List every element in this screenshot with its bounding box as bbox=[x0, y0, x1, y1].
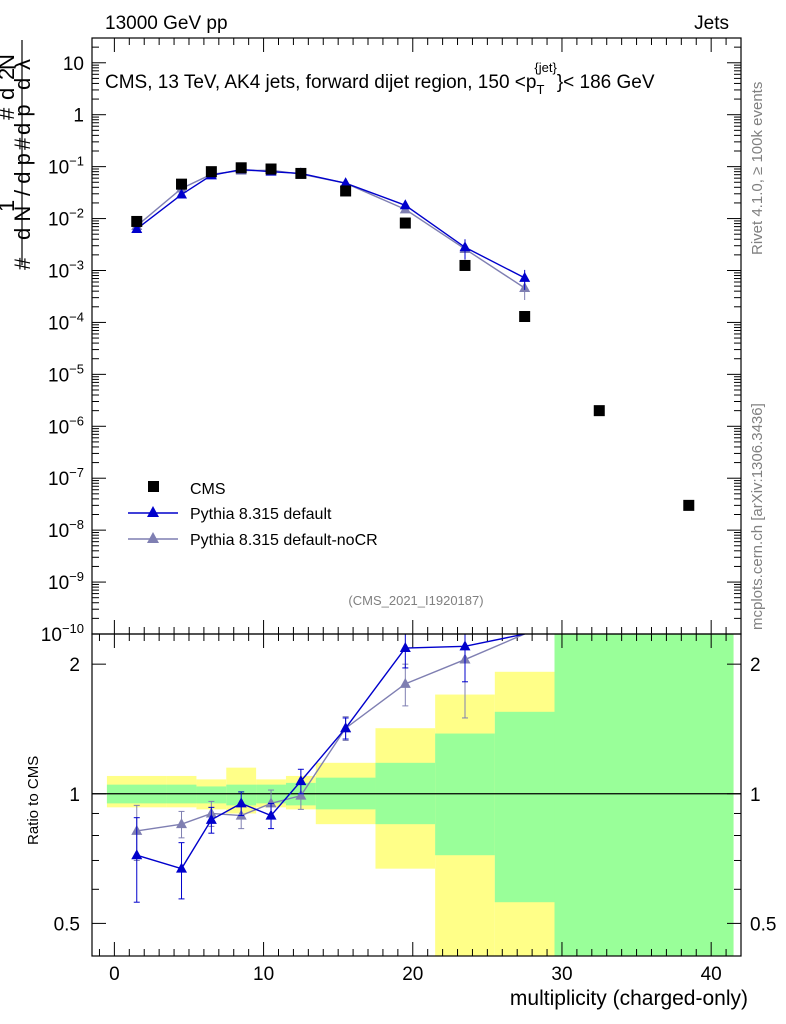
svg-text:d p: d p bbox=[10, 104, 35, 135]
svg-text:N: N bbox=[0, 54, 19, 70]
legend-label-default: Pythia 8.315 default bbox=[190, 506, 332, 523]
main-line-default bbox=[136, 168, 525, 279]
ratio-point-default bbox=[205, 813, 217, 824]
rivet-label: Rivet 4.1.0, ≥ 100k events bbox=[749, 82, 766, 255]
ratio-point-default bbox=[295, 775, 307, 786]
ratio-xtick-label: 10 bbox=[253, 964, 274, 985]
main-ytick-label: 10−5 bbox=[48, 361, 84, 386]
main-point-default bbox=[519, 271, 531, 282]
main-axis-ticks: 10 1 10−1 10−2 10−3 10−4 10−5 10−6 10−7 10−8 10−9 1… bbox=[41, 37, 741, 646]
main-point-cms bbox=[340, 185, 352, 197]
ratio-frame bbox=[91, 633, 742, 957]
legend-marker-nocr bbox=[147, 532, 159, 543]
ratio-point-nocr bbox=[176, 818, 188, 829]
main-point-cms bbox=[593, 405, 605, 417]
main-ytick-label: 10−6 bbox=[48, 413, 84, 438]
legend: CMS Pythia 8.315 default Pythia 8.315 de… bbox=[128, 481, 378, 549]
ratio-ylabel: Ratio to CMS bbox=[25, 756, 42, 845]
ratio-xtick-label: 20 bbox=[402, 964, 423, 985]
main-point-cms bbox=[459, 259, 471, 271]
main-ytick-label: 10−10 bbox=[41, 621, 84, 646]
ratio-point-default bbox=[340, 722, 352, 733]
ratio-ytick-label: 1 bbox=[69, 785, 80, 806]
plot-title-main: CMS, 13 TeV, AK4 jets, forward dijet reg… bbox=[105, 72, 536, 93]
ratio-point-default bbox=[399, 642, 411, 653]
main-point-default bbox=[459, 241, 471, 252]
ratio-bands bbox=[92, 634, 741, 956]
ratio-xtick-label: 40 bbox=[701, 964, 722, 985]
main-ytick-label: 10−1 bbox=[48, 154, 84, 179]
main-ytick-label: 10−7 bbox=[48, 465, 84, 490]
main-series bbox=[131, 162, 695, 511]
plot-title-sup: {jet} bbox=[534, 60, 557, 75]
main-point-cms bbox=[131, 215, 143, 227]
category-label: Jets bbox=[694, 13, 729, 34]
main-point-cms bbox=[295, 167, 307, 179]
ratio-point-default bbox=[459, 640, 471, 651]
ratio-point-default bbox=[176, 862, 188, 873]
plot-title-end: }< 186 GeV bbox=[557, 72, 655, 93]
ratio-point-default bbox=[265, 809, 277, 820]
ratio-ytick-label-right: 1 bbox=[750, 785, 761, 806]
main-point-default bbox=[340, 177, 352, 188]
ratio-ytick-label-right: 2 bbox=[750, 655, 761, 676]
main-ytick-label: 10−3 bbox=[48, 257, 84, 282]
svg-text:2: 2 bbox=[0, 68, 19, 80]
ratio-ytick-label: 2 bbox=[69, 655, 80, 676]
main-ytick-label: 10−8 bbox=[48, 517, 84, 542]
svg-text:d: d bbox=[0, 88, 19, 100]
svg-text:#: # bbox=[10, 137, 35, 150]
main-ytick-label: 10−2 bbox=[48, 206, 84, 231]
svg-text:#: # bbox=[0, 107, 19, 120]
svg-text:λ: λ bbox=[10, 59, 35, 70]
legend-label-cms: CMS bbox=[190, 481, 226, 498]
ratio-point-default bbox=[131, 849, 143, 860]
main-point-default bbox=[131, 222, 143, 233]
main-point-cms bbox=[176, 178, 188, 190]
ratio-xtick-label: 0 bbox=[109, 964, 120, 985]
main-point-cms bbox=[235, 162, 247, 174]
legend-marker-cms bbox=[148, 481, 159, 492]
plot-title-sub: T bbox=[536, 82, 544, 97]
main-point-default bbox=[399, 199, 411, 210]
ratio-series-clipped bbox=[131, 634, 528, 903]
legend-label-nocr: Pythia 8.315 default-noCR bbox=[190, 532, 378, 549]
band-green-9 bbox=[494, 711, 555, 903]
ratio-axis-ticks: 0.5 0.51 12 20 10 20 30 40 bbox=[54, 634, 776, 985]
svg-text:d: d bbox=[10, 78, 35, 90]
main-ytick-label: 10 bbox=[63, 54, 84, 75]
main-point-cms bbox=[519, 311, 531, 323]
plot-title: CMS, 13 TeV, AK4 jets, forward dijet reg… bbox=[105, 60, 655, 97]
mcplots-label: mcplots.cern.ch [arXiv:1306.3436] bbox=[749, 403, 766, 630]
main-ytick-label: 10−4 bbox=[48, 309, 84, 334]
main-ylabel: # d N / d p 1 # d p # d 2 N d λ bbox=[0, 40, 35, 270]
ratio-ytick-label-right: 0.5 bbox=[750, 914, 776, 935]
main-point-cms bbox=[399, 217, 411, 229]
main-ytick-label: 1 bbox=[73, 106, 84, 127]
main-point-default bbox=[176, 188, 188, 199]
legend-marker-default bbox=[147, 506, 159, 517]
main-point-cms bbox=[683, 499, 695, 511]
ratio-series bbox=[131, 634, 528, 903]
band-green-10 bbox=[554, 634, 734, 956]
ratio-line-nocr bbox=[136, 634, 525, 832]
ratio-point-nocr bbox=[265, 797, 277, 808]
ratio-ytick-label: 0.5 bbox=[54, 914, 80, 935]
main-point-cms bbox=[205, 166, 217, 178]
collision-label: 13000 GeV pp bbox=[105, 13, 228, 34]
analysis-id: (CMS_2021_I1920187) bbox=[348, 593, 483, 608]
ratio-point-nocr bbox=[295, 789, 307, 800]
ratio-line-default bbox=[136, 634, 525, 870]
ratio-xtick-label: 30 bbox=[551, 964, 572, 985]
main-point-cms bbox=[265, 163, 277, 175]
ratio-point-default bbox=[235, 797, 247, 808]
x-axis-label: multiplicity (charged-only) bbox=[510, 987, 748, 1010]
ratio-point-nocr bbox=[399, 677, 411, 688]
svg-text:1: 1 bbox=[0, 200, 19, 212]
main-ytick-label: 10−9 bbox=[48, 569, 84, 594]
band-green-8 bbox=[435, 733, 495, 856]
band-green-2 bbox=[196, 786, 227, 804]
